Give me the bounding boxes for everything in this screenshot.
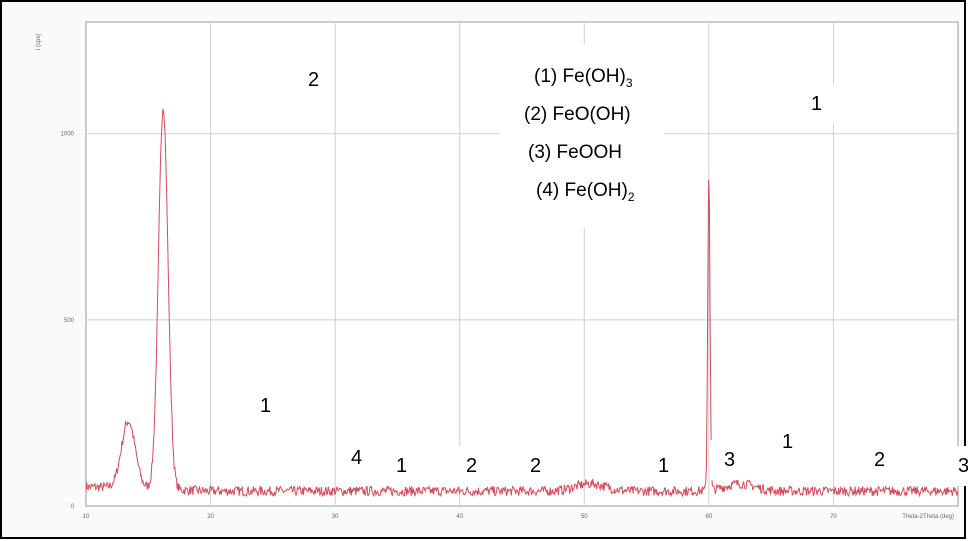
x-tick-label: 30 bbox=[332, 514, 339, 520]
peak-label: 2 bbox=[860, 440, 900, 480]
legend-entry-2: (2) FeO(OH) bbox=[524, 104, 631, 125]
x-tick-label: 40 bbox=[456, 514, 463, 520]
peak-label: 2 bbox=[294, 60, 334, 100]
peak-label: 3 bbox=[944, 446, 968, 486]
chart-legend: (1) Fe(OH)3 (2) FeO(OH) (3) FeOOH (4) Fe… bbox=[500, 44, 664, 228]
y-tick-label: 500 bbox=[64, 318, 75, 324]
legend-entry-1: (1) Fe(OH)3 bbox=[534, 66, 633, 90]
x-tick-label: 10 bbox=[83, 514, 90, 520]
peak-label: 1 bbox=[797, 84, 837, 124]
x-tick-label: 70 bbox=[830, 514, 837, 520]
peak-label: 2 bbox=[452, 446, 492, 486]
peak-label: 1 bbox=[768, 422, 808, 462]
xrd-series-line bbox=[85, 108, 958, 498]
x-tick-label: 20 bbox=[207, 514, 214, 520]
peak-label: 3 bbox=[710, 440, 750, 480]
y-axis-label: I (cps) bbox=[36, 34, 42, 51]
legend-entry-4: (4) Fe(OH)2 bbox=[536, 180, 635, 204]
x-tick-label: 50 bbox=[581, 514, 588, 520]
y-tick-label: 0 bbox=[71, 504, 75, 510]
peak-label: 2 bbox=[516, 446, 556, 486]
legend-entry-3: (3) FeOOH bbox=[528, 142, 622, 163]
x-axis-label: Theta-2Theta (deg) bbox=[902, 514, 954, 520]
y-tick-label: 1000 bbox=[61, 132, 75, 138]
peak-label: 1 bbox=[246, 386, 286, 426]
peak-label: 4 bbox=[337, 438, 377, 478]
peak-label: 1 bbox=[382, 446, 422, 486]
peak-label: 1 bbox=[644, 446, 684, 486]
x-tick-label: 60 bbox=[706, 514, 713, 520]
